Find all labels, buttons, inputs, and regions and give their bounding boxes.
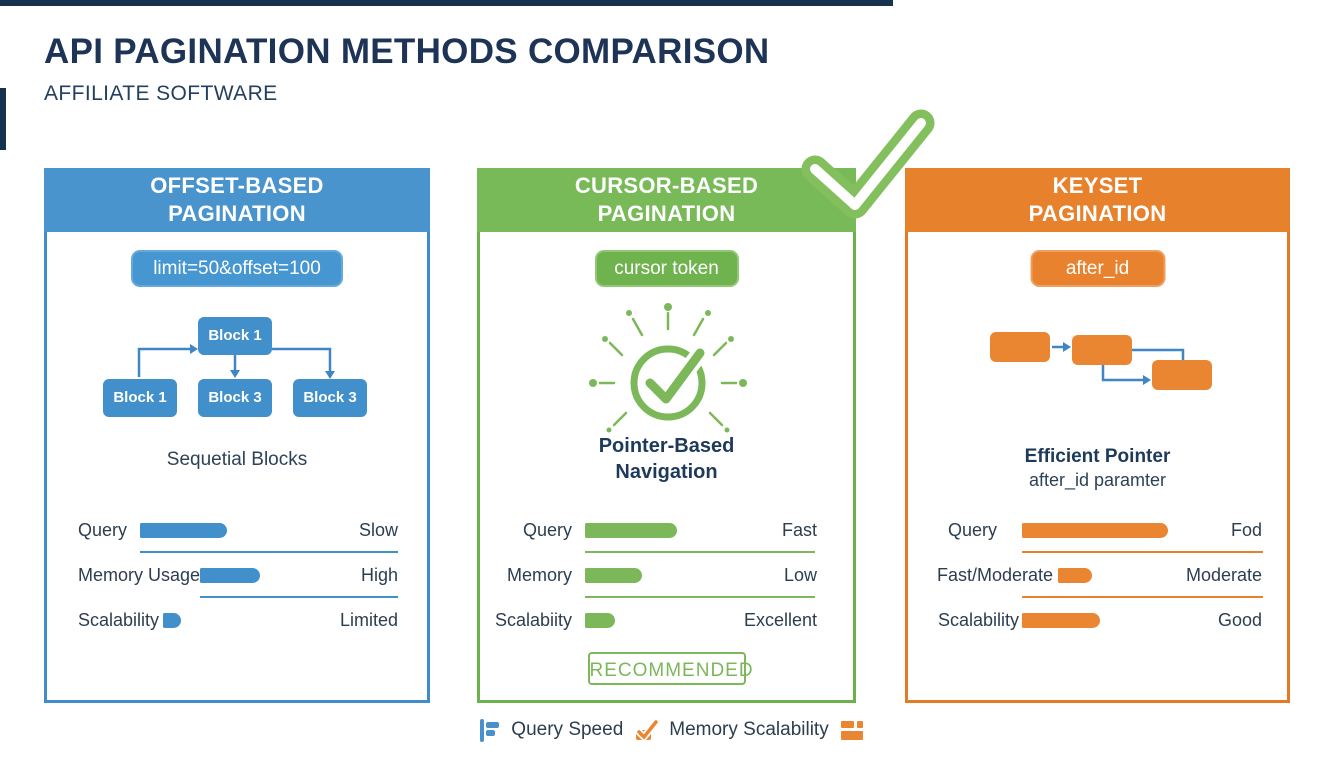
keyset-block-1 xyxy=(990,332,1050,362)
metric-bar xyxy=(585,613,615,628)
offset-block-top: Block 1 xyxy=(198,317,272,355)
checkmark-burst-icon xyxy=(589,303,747,433)
metric-label: Scalability xyxy=(938,610,1020,630)
keyset-title-line2: PAGINATION xyxy=(1028,201,1167,226)
page-subtitle: AFFILIATE SOFTWARE xyxy=(44,82,278,105)
metric-value: Fast xyxy=(781,520,817,540)
metric-label: Memory Usage xyxy=(78,565,201,585)
cursor-token-pill: cursor token xyxy=(594,250,739,287)
metric-bar xyxy=(163,613,181,628)
metric-divider xyxy=(1022,596,1263,598)
cursor-pagination-column: CURSOR-BASED PAGINATION cursor token xyxy=(477,168,856,703)
offset-diagram-caption: Sequetial Blocks xyxy=(166,449,308,470)
offset-block-bottom-3: Block 3 xyxy=(293,379,367,417)
offset-block-bottom-1: Block 1 xyxy=(103,379,177,417)
cursor-column-header: CURSOR-BASED PAGINATION xyxy=(477,168,856,232)
cursor-metric-scalability: Scalabiity Excellent xyxy=(477,609,856,631)
cursor-caption-line1: Pointer-Based xyxy=(598,435,735,457)
metric-label: Query xyxy=(948,520,998,540)
legend-query-speed-label: Query Speed xyxy=(511,719,624,740)
metric-value: Low xyxy=(783,565,817,585)
metric-label: Scalability xyxy=(78,610,160,630)
offset-block-bottom-2: Block 3 xyxy=(198,379,272,417)
metric-label: Memory xyxy=(506,565,572,585)
offset-title-line2: PAGINATION xyxy=(168,201,306,226)
keyset-metric-query: Query Fod xyxy=(905,519,1290,541)
metric-value: Good xyxy=(1217,610,1262,630)
metric-bar xyxy=(200,568,260,583)
metric-value: Moderate xyxy=(1185,565,1262,585)
memory-edit-icon xyxy=(635,718,659,742)
metric-bar xyxy=(140,523,227,538)
offset-metric-query: Query Slow xyxy=(44,519,430,541)
keyset-pagination-column: KEYSET PAGINATION after_id Efficient Poi… xyxy=(905,168,1290,703)
metric-value: Limited xyxy=(339,610,398,630)
metric-label: Fast/Moderate xyxy=(937,565,1054,585)
keyset-caption-line1: Efficient Pointer xyxy=(1024,446,1171,467)
recommended-badge: RECOMMENDED xyxy=(587,652,753,685)
keyset-column-header: KEYSET PAGINATION xyxy=(905,168,1290,232)
keyset-title-line1: KEYSET xyxy=(1052,173,1143,198)
cursor-metric-memory: Memory Low xyxy=(477,564,856,586)
offset-title-line1: OFFSET-BASED xyxy=(150,173,324,198)
offset-flow-arrows xyxy=(137,344,335,379)
big-checkmark-icon xyxy=(801,109,935,219)
top-border-artifact xyxy=(0,0,893,6)
keyset-metric-memory: Fast/Moderate Moderate xyxy=(905,564,1290,586)
metric-bar xyxy=(1022,523,1168,538)
metric-bar xyxy=(1022,613,1100,628)
keyset-caption-line2: after_id paramter xyxy=(1028,470,1167,490)
offset-query-pill: limit=50&offset=100 xyxy=(131,250,343,287)
legend-memory-scalability-label: Memory Scalability xyxy=(669,719,829,740)
metric-divider xyxy=(140,551,398,553)
metric-label: Scalabiity xyxy=(494,610,572,630)
keyset-metric-scalability: Scalability Good xyxy=(905,609,1290,631)
cursor-title-line2: PAGINATION xyxy=(597,201,736,226)
cursor-title-line1: CURSOR-BASED xyxy=(574,173,759,198)
metric-divider xyxy=(585,551,815,553)
offset-column-header: OFFSET-BASED PAGINATION xyxy=(44,168,430,232)
after-id-pill: after_id xyxy=(1030,250,1165,287)
metric-value: Slow xyxy=(358,520,398,540)
metric-bar xyxy=(1058,568,1092,583)
metric-divider xyxy=(1022,551,1263,553)
metric-value: Excellent xyxy=(743,610,817,630)
page-title: API PAGINATION METHODS COMPARISON xyxy=(44,32,770,71)
keyset-block-2 xyxy=(1072,335,1132,365)
metric-value: Fod xyxy=(1230,520,1262,540)
metric-bar xyxy=(585,523,677,538)
query-speed-icon xyxy=(480,718,500,742)
cursor-caption-line2: Navigation xyxy=(615,461,718,483)
metric-bar xyxy=(585,568,642,583)
offset-metric-memory: Memory Usage High xyxy=(44,564,430,586)
metric-label: Query xyxy=(522,520,572,540)
cursor-metric-query: Query Fast xyxy=(477,519,856,541)
metric-value: High xyxy=(360,565,398,585)
footer-legend: Query Speed Memory Scalability xyxy=(0,718,1344,742)
offset-metric-scalability: Scalability Limited xyxy=(44,609,430,631)
keyset-block-3 xyxy=(1152,360,1212,390)
stacked-blocks-icon xyxy=(840,721,863,740)
metric-divider xyxy=(200,596,398,598)
metric-label: Query xyxy=(78,520,128,540)
left-border-artifact xyxy=(0,88,6,150)
offset-pagination-column: OFFSET-BASED PAGINATION limit=50&offset=… xyxy=(44,168,430,703)
metric-divider xyxy=(585,596,815,598)
